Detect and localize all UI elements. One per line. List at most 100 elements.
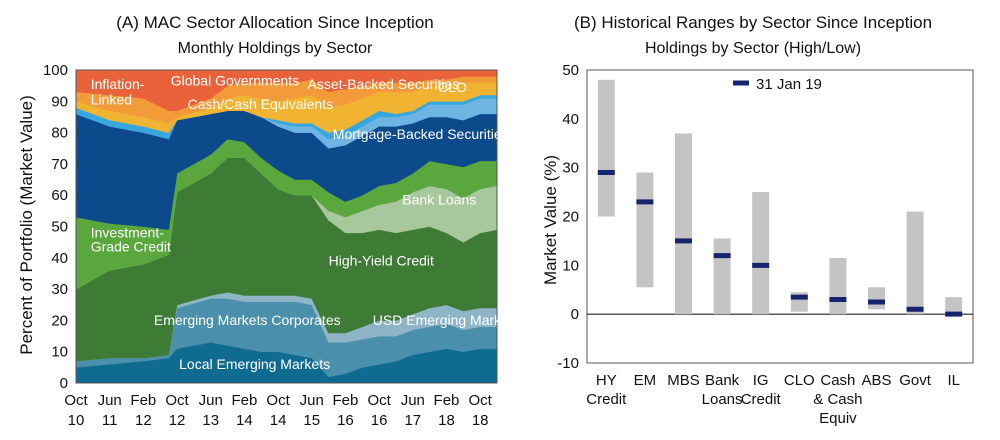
panel-a-x-tick-month: Oct bbox=[468, 392, 492, 409]
panel-b-x-tick-label: Equiv bbox=[819, 410, 857, 427]
panel-a-x-tick-month: Oct bbox=[165, 392, 189, 409]
panel-b: (B) Historical Ranges by Sector Since In… bbox=[541, 13, 974, 427]
panel-b-y-ticks: -10 0 10 20 30 40 50 bbox=[557, 62, 579, 372]
panel-b-x-tick-label: CLO bbox=[784, 372, 815, 389]
legend: 31 Jan 19 bbox=[733, 76, 822, 93]
panel-a-y-axis-label: Percent of Portfolio (Market Value) bbox=[17, 95, 36, 355]
panel-a-x-tick-year: 16 bbox=[371, 412, 388, 429]
panel-a-x-tick-month: Jun bbox=[300, 392, 324, 409]
panel-a-y-tick-label: 80 bbox=[51, 125, 68, 142]
range-bar bbox=[868, 287, 885, 310]
panel-b-y-tick-label: -10 bbox=[557, 355, 579, 372]
annotation-inflation-linked: Linked bbox=[91, 91, 132, 107]
panel-b-x-tick-label: Bank bbox=[705, 372, 740, 389]
panel-a-x-tick-year: 10 bbox=[68, 412, 85, 429]
panel-b-x-tick-label: Cash bbox=[820, 372, 855, 389]
panel-a-frame bbox=[75, 69, 498, 384]
panel-a-x-tick-month: Jun bbox=[401, 392, 425, 409]
annotation-local-emerging-markets: Local Emerging Markets bbox=[179, 356, 330, 372]
range-bar bbox=[829, 258, 847, 315]
panel-b-x-tick-label: Credit bbox=[741, 391, 782, 408]
range-bar bbox=[597, 79, 615, 217]
panel-a-x-ticks: Oct 10 Jun 11 Feb 12 Oct 12 Jun 13 Feb 14 Oct 14 Jun 15… bbox=[64, 392, 492, 429]
panel-a-y-tick-label: 0 bbox=[60, 375, 68, 392]
annotation-cash-cash-equivalents: Cash/Cash Equivalents bbox=[188, 96, 334, 112]
panel-a-y-tick-label: 50 bbox=[51, 219, 68, 236]
panel-a-x-tick-year: 12 bbox=[169, 412, 186, 429]
annotation-bank-loans: Bank Loans bbox=[402, 192, 476, 208]
panel-a-y-tick-label: 100 bbox=[43, 62, 68, 79]
panel-a-x-tick-year: 13 bbox=[202, 412, 219, 429]
panel-a-x-tick-month: Feb bbox=[333, 392, 359, 409]
panel-b-y-tick-label: 40 bbox=[562, 111, 579, 128]
panel-b-x-tick-label: Credit bbox=[586, 391, 627, 408]
panel-a-x-tick-year: 17 bbox=[404, 412, 421, 429]
panel-a-areas bbox=[75, 69, 498, 384]
panel-a-y-tick-label: 10 bbox=[51, 344, 68, 361]
panel-b-x-tick-label: IL bbox=[947, 372, 960, 389]
legend-label-current: 31 Jan 19 bbox=[756, 76, 822, 93]
panel-a-x-tick-year: 14 bbox=[236, 412, 253, 429]
panel-b-range-bars bbox=[597, 79, 963, 315]
annotation-emerging-markets-corporates: Emerging Markets Corporates bbox=[154, 312, 341, 328]
panel-b-y-axis-label: Market Value (%) bbox=[541, 155, 560, 285]
panel-a-x-tick-month: Feb bbox=[434, 392, 460, 409]
panel-b-y-tick-label: 10 bbox=[562, 257, 579, 274]
panel-a-title: (A) MAC Sector Allocation Since Inceptio… bbox=[116, 13, 433, 32]
panel-b-title: (B) Historical Ranges by Sector Since In… bbox=[574, 13, 932, 32]
panel-a-x-tick-month: Jun bbox=[199, 392, 223, 409]
panel-a: (A) MAC Sector Allocation Since Inceptio… bbox=[17, 13, 520, 429]
panel-a-annotations: Inflation-Linked Global Governments Cash/C… bbox=[91, 73, 520, 372]
range-bar bbox=[713, 238, 731, 315]
range-bar bbox=[675, 133, 692, 315]
panel-a-x-tick-year: 18 bbox=[438, 412, 455, 429]
panel-a-x-tick-month: Jun bbox=[98, 392, 122, 409]
panel-a-y-tick-label: 60 bbox=[51, 187, 68, 204]
panel-a-x-tick-month: Oct bbox=[367, 392, 391, 409]
panel-a-y-tick-label: 30 bbox=[51, 281, 68, 298]
panel-a-x-tick-month: Oct bbox=[64, 392, 88, 409]
annotation-asset-backed-securities: Asset-Backed Securities bbox=[308, 76, 460, 92]
panel-a-x-tick-month: Feb bbox=[231, 392, 257, 409]
panel-b-x-tick-label: IG bbox=[753, 372, 769, 389]
annotation-mortgage-backed-securities: Mortgage-Backed Securities bbox=[333, 126, 509, 142]
range-bar bbox=[752, 192, 770, 315]
panel-b-x-tick-label: Govt bbox=[899, 372, 932, 389]
panel-b-x-tick-label: EM bbox=[634, 372, 657, 389]
annotation-clo: CLO bbox=[438, 79, 467, 95]
panel-a-x-tick-year: 12 bbox=[135, 412, 152, 429]
annotation-investment-grade-credit: Investment- bbox=[91, 224, 164, 240]
annotation-usd-emerging-markets: USD Emerging Markets bbox=[373, 312, 520, 328]
panel-b-x-tick-label: Loans bbox=[702, 391, 743, 408]
panel-b-y-tick-label: 20 bbox=[562, 209, 579, 226]
range-bar bbox=[906, 211, 924, 315]
panel-a-y-tick-label: 90 bbox=[51, 93, 68, 110]
annotation-high-yield-credit: High-Yield Credit bbox=[329, 253, 434, 269]
annotation-investment-grade-credit: Grade Credit bbox=[91, 239, 171, 255]
panel-a-y-tick-label: 40 bbox=[51, 250, 68, 267]
panel-a-x-tick-month: Feb bbox=[130, 392, 156, 409]
panel-a-subtitle: Monthly Holdings by Sector bbox=[178, 40, 373, 57]
range-bar bbox=[636, 172, 654, 288]
panel-b-y-tick-label: 0 bbox=[571, 306, 579, 323]
panel-b-subtitle: Holdings by Sector (High/Low) bbox=[645, 40, 861, 57]
panel-a-x-tick-year: 15 bbox=[303, 412, 320, 429]
panel-a-y-ticks: 0 10 20 30 40 50 60 70 80 90 100 bbox=[43, 62, 68, 392]
panel-a-x-tick-year: 11 bbox=[102, 412, 118, 429]
panel-a-x-tick-year: 18 bbox=[472, 412, 489, 429]
panel-a-x-tick-month: Oct bbox=[266, 392, 290, 409]
panel-b-current-markers bbox=[597, 170, 963, 317]
range-bar bbox=[945, 297, 963, 315]
panel-b-x-tick-label: HY bbox=[596, 372, 617, 389]
panel-b-x-tick-label: ABS bbox=[861, 372, 891, 389]
annotation-global-governments: Global Governments bbox=[171, 73, 299, 89]
panel-b-x-tick-label: & Cash bbox=[813, 391, 862, 408]
panel-b-y-tick-label: 50 bbox=[562, 62, 579, 79]
panel-b-plot-border bbox=[586, 69, 974, 364]
annotation-inflation-linked: Inflation- bbox=[91, 76, 145, 92]
panel-b-y-tick-label: 30 bbox=[562, 160, 579, 177]
panel-b-x-tick-label: MBS bbox=[667, 372, 700, 389]
panel-a-y-tick-label: 20 bbox=[51, 312, 68, 329]
